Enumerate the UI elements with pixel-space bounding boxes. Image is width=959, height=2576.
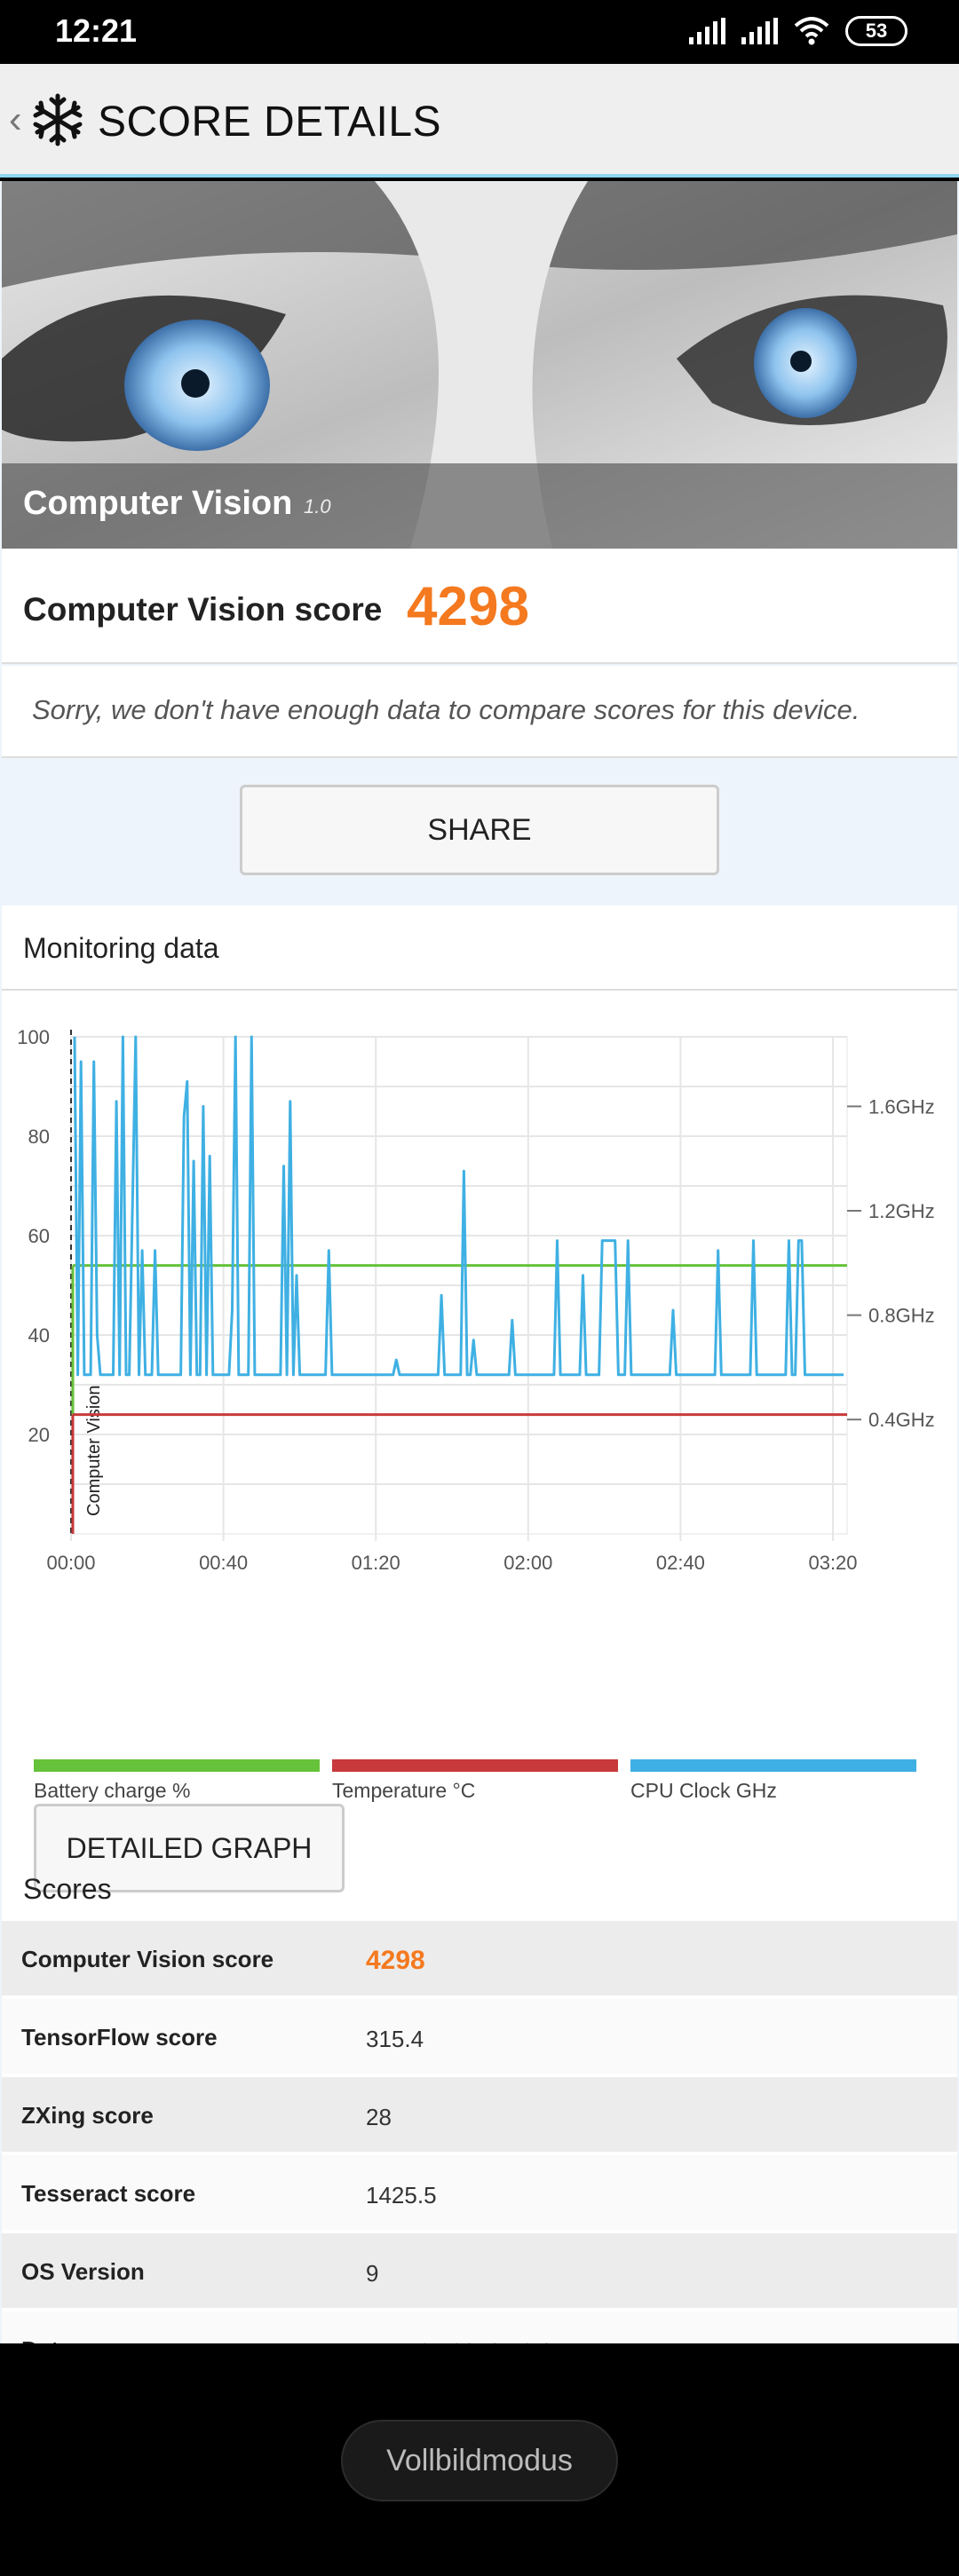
hero-caption: Computer Vision 1.0: [2, 463, 957, 549]
score-row-label: Computer Vision score: [21, 1946, 274, 1972]
y-tick-label: 80: [28, 1126, 50, 1148]
y-right-tick-label: 0.4GHz: [868, 1409, 935, 1431]
scores-title: Scores: [23, 1873, 112, 1905]
x-tick-label: 02:00: [503, 1552, 552, 1574]
fullscreen-button[interactable]: Vollbildmodus: [341, 2420, 618, 2501]
status-icons: 53: [689, 16, 907, 46]
score-row-value: 315.4: [366, 2026, 424, 2052]
legend-battery: Battery charge %: [34, 1759, 320, 1803]
legend-temperature: Temperature °C: [332, 1759, 618, 1803]
score-row-value: 9: [366, 2260, 379, 2287]
app-bar: ‹ SCORE DETAILS: [0, 64, 959, 178]
monitoring-header: Monitoring data: [2, 905, 957, 991]
status-bar: 12:21 53: [0, 0, 959, 64]
battery-icon: 53: [845, 16, 907, 46]
x-tick-label: 00:40: [199, 1552, 248, 1574]
page-title: SCORE DETAILS: [98, 99, 442, 146]
content-area[interactable]: Computer Vision 1.0 Computer Vision scor…: [0, 181, 959, 2521]
x-tick-label: 03:20: [808, 1552, 857, 1574]
y-tick-label: 60: [28, 1225, 50, 1247]
benchmark-version: 1.0: [304, 495, 331, 518]
legend-cpu-swatch: [630, 1759, 916, 1772]
monitoring-panel: Monitoring data 20 40 60 80 100 00:00 00:40 01:…: [2, 905, 957, 2521]
score-row-label: ZXing score: [21, 2102, 154, 2129]
signal-icon-2: [741, 18, 778, 44]
legend-temperature-swatch: [332, 1759, 618, 1772]
x-tick-label: 01:20: [352, 1552, 400, 1574]
score-row-label: OS Version: [21, 2258, 145, 2285]
table-row: ZXing score 28: [2, 2074, 957, 2152]
legend-cpu: CPU Clock GHz: [630, 1759, 916, 1803]
score-card: Computer Vision score 4298: [2, 549, 957, 664]
table-row: Tesseract score 1425.5: [2, 2152, 957, 2230]
table-row: TensorFlow score 315.4: [2, 1995, 957, 2074]
husky-eyes-image: [2, 181, 957, 549]
score-row-label: TensorFlow score: [21, 2024, 218, 2051]
snowflake-logo-icon: [33, 93, 83, 146]
wifi-icon: [794, 17, 829, 45]
series-line: [73, 1035, 844, 1377]
monitoring-chart: 20 40 60 80 100 00:00 00:40 01:20 02:00 02:40 03:2…: [17, 1026, 935, 1574]
legend-cpu-label: CPU Clock GHz: [630, 1779, 777, 1802]
y-right-tick-label: 0.8GHz: [868, 1305, 935, 1327]
x-tick-label: 02:40: [656, 1552, 705, 1574]
detailed-graph-button[interactable]: DETAILED GRAPH: [34, 1804, 345, 1892]
y-right-tick-label: 1.6GHz: [868, 1095, 935, 1118]
y-tick-label: 20: [28, 1424, 50, 1446]
chart-annotation: Computer Vision: [84, 1386, 104, 1516]
score-row-value: 1425.5: [366, 2182, 437, 2209]
scores-table: Computer Vision score 4298 TensorFlow scor…: [2, 1917, 957, 2386]
score-row-value: 28: [366, 2104, 392, 2130]
signal-icon: [689, 18, 725, 44]
legend-battery-swatch: [34, 1759, 320, 1772]
table-row: OS Version 9: [2, 2230, 957, 2308]
legend-battery-label: Battery charge %: [34, 1779, 191, 1802]
table-row: Computer Vision score 4298: [2, 1917, 957, 1995]
y-right-tick-label: 1.2GHz: [868, 1200, 935, 1222]
navigation-bar: Vollbildmodus: [0, 2343, 959, 2576]
score-value: 4298: [407, 576, 529, 637]
compare-message: Sorry, we don't have enough data to comp…: [32, 694, 860, 725]
score-row-label: Tesseract score: [21, 2180, 196, 2207]
score-row-value: 4298: [366, 1946, 425, 1975]
score-label: Computer Vision score: [23, 591, 383, 628]
compare-card: Sorry, we don't have enough data to comp…: [2, 666, 957, 758]
benchmark-name: Computer Vision: [23, 485, 293, 522]
hero-image: Computer Vision 1.0: [2, 181, 957, 549]
monitoring-title: Monitoring data: [23, 932, 219, 964]
x-tick-label: 00:00: [46, 1552, 95, 1574]
status-time: 12:21: [55, 12, 138, 49]
y-tick-label: 100: [17, 1026, 50, 1048]
back-arrow-icon[interactable]: ‹: [9, 98, 22, 141]
share-button[interactable]: SHARE: [240, 785, 719, 875]
y-tick-label: 40: [28, 1324, 50, 1347]
legend-temperature-label: Temperature °C: [332, 1779, 476, 1802]
